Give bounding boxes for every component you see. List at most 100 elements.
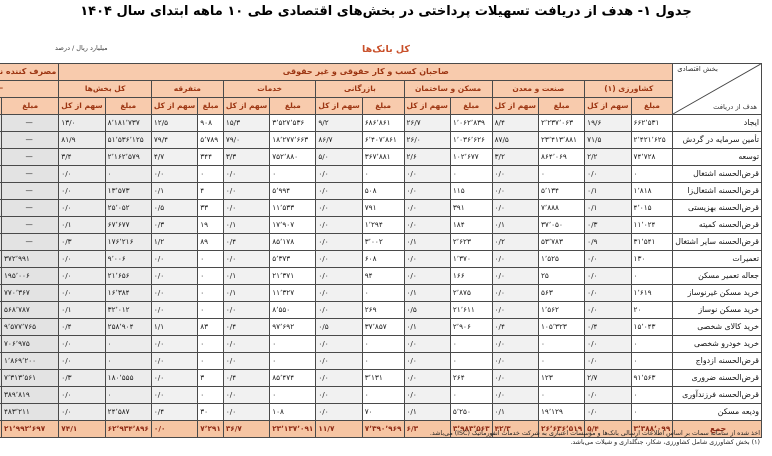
cell-share: ۳۶/۷ (222, 420, 271, 438)
table-row: تعمیرات ۱۳۰ ۰/۰ ۱٬۵۲۵ ۰/۰ ۱٬۳۷۰ ۰/۰ ۶۰۸ ۰/۰ ۵٬۳۷۳… (0, 250, 762, 268)
cell-share: ۰/۰ (403, 267, 451, 285)
cell-amount: ۹٬۵۷۷٬۷۶۵ (0, 318, 60, 336)
cell-share: ۰/۵ (150, 199, 199, 217)
cell-amount: ۶۸۶٬۸۶۱ (361, 114, 405, 132)
header-amount: مبلغ (537, 97, 586, 115)
cell-share: ۰/۰ (222, 352, 271, 370)
cell-share: ۱۵/۳ (222, 114, 271, 132)
page-title: جدول ۱- هدف از دریافت تسهیلات پرداختی در… (80, 4, 692, 19)
cell-amount: ۷۷۰٬۳۶۷ (0, 284, 60, 302)
cell-share: ۰/۰ (150, 335, 199, 353)
cell-share: ۱/۲ (150, 233, 199, 251)
header-share: سهم از کل (315, 97, 363, 115)
cell-share: ۰/۰ (58, 199, 106, 217)
row-label: تأمین سرمایه در گردش (672, 131, 762, 149)
cell-share: ۰/۰ (584, 250, 632, 268)
cell-amount: ۲۱٬۶۱۱ (449, 301, 493, 319)
cell-share: ۷۹/۴ (150, 131, 199, 149)
cell-amount: ۳٬۱۳۱ (361, 369, 405, 387)
cell-share: ۰/۰ (584, 165, 632, 183)
cell-share: ۹/۲ (315, 114, 363, 132)
header-sector-industry: صنعت و معدن (491, 80, 586, 98)
cell-share: ۰/۰ (584, 403, 632, 421)
cell-amount: ۱۸٬۲۷۷٬۶۶۳ (269, 131, 317, 149)
row-label: خرید مسکن نوساز (672, 301, 762, 319)
cell-share: ۲۵/۹ (0, 420, 2, 438)
row-label: توسعه (672, 148, 762, 166)
cell-amount: — (0, 233, 60, 251)
cell-amount: ۱۲۳ (537, 369, 586, 387)
cell-amount: ۱۷۶٬۲۱۶ (104, 233, 152, 251)
cell-share: ۰/۴ (58, 318, 106, 336)
header-sector-misc: متفرقه (150, 80, 224, 98)
cell-amount: — (0, 216, 60, 234)
cell-share: ۳/۵ (0, 284, 2, 302)
header-amount: مبلغ (104, 97, 152, 115)
table-row: خرید مسکن غیرنوساز ۱٬۶۱۹ ۰/۰ ۵۶۳ ۰/۰ ۲٬۸۷۵ ۰/۱… (0, 284, 762, 302)
header-business-group: صاحبان کسب و کار حقوقی و غیر حقوقی (58, 63, 674, 81)
cell-share: ۰/۰ (403, 352, 451, 370)
cell-share: ۰/۰ (315, 182, 363, 200)
cell-amount: ۰ (104, 165, 152, 183)
table-row: قرض‌الحسنه بهزیستی ۴٬۰۱۵ ۰/۱ ۷٬۸۸۸ ۰/۰ ۳۹۱ ۰/۰… (0, 199, 762, 217)
cell-share: ۰/۰ (222, 335, 271, 353)
cell-share: ۰/۱ (403, 318, 451, 336)
cell-amount: ۵٬۹۹۴ (269, 182, 317, 200)
cell-share: ۰/۰ (315, 165, 363, 183)
cell-share: ۰/۵ (315, 318, 363, 336)
table-row: قرض‌الحسنه ازدواج ۰ ۰/۰ ۰ ۰/۰ ۰ ۰/۰ ۰ ۰/۰ ۰ ۰/۰ ۰ ۰/… (0, 352, 762, 370)
cell-amount: ۸۵٬۴۷۴ (269, 369, 317, 387)
cell-amount: ۷۴٬۷۲۸ (630, 148, 674, 166)
cell-share: ۰/۱ (222, 216, 271, 234)
cell-amount: ۳۷۲٬۹۹۱ (0, 250, 60, 268)
cell-amount: ۰ (197, 301, 224, 319)
cell-amount: ۱۷٬۹۰۷ (269, 216, 317, 234)
cell-share: ۰/۰ (222, 165, 271, 183)
cell-share: ۰/۰ (150, 165, 199, 183)
cell-amount: ۳۷٬۸۵۷ (361, 318, 405, 336)
footnote-agriculture: (۱) بخش کشاورزی شامل کشاورزی، شکار، جنگل… (570, 439, 760, 447)
header-share: سهم از کل (150, 97, 199, 115)
cell-amount: ۰ (361, 284, 405, 302)
header-sector-housing: مسکن و ساختمان (403, 80, 493, 98)
cell-amount: ۱۰۵٬۳۲۳ (537, 318, 586, 336)
cell-share: ۰/۱ (222, 284, 271, 302)
cell-amount: ۷۰۶٬۹۷۵ (0, 335, 60, 353)
cell-amount: ۵۶۸٬۷۸۷ (0, 301, 60, 319)
corner-label-purpose: هدف از دریافت (713, 102, 757, 111)
cell-share: ۰/۴ (584, 318, 632, 336)
cell-amount: ۹۱٬۵۶۳ (630, 369, 674, 387)
cell-amount: ۰ (537, 165, 586, 183)
corner-label-sector: بخش اقتصادی (677, 65, 718, 73)
header-amount: مبلغ (197, 97, 224, 115)
cell-amount: ۶۶۲٬۵۳۱ (630, 114, 674, 132)
cell-amount: — (0, 165, 60, 183)
table-row: خرید مسکن نوساز ۲۰ ۰/۰ ۱٬۵۶۲ ۰/۰ ۲۱٬۶۱۱ ۰/۵ ۲۶۹… (0, 301, 762, 319)
cell-amount: ۱٬۵۶۲ (537, 301, 586, 319)
cell-amount: ۶۰۸ (361, 250, 405, 268)
cell-amount: ۵٬۷۸۹ (197, 131, 224, 149)
cell-share: ۰/۰ (584, 335, 632, 353)
cell-share: ۰/۰ (491, 369, 539, 387)
cell-share: ۲/۲ (584, 148, 632, 166)
cell-share: ۰/۰ (150, 352, 199, 370)
cell-amount: ۹٬۰۰۶ (104, 250, 152, 268)
table-row: ایجاد ۶۶۲٬۵۳۱ ۱۹/۶ ۲٬۲۳۷٬۰۶۳ ۸/۴ ۱٬۰۶۲٬۸۳۹ ۲۶/… (0, 114, 762, 132)
cell-amount: ۷٬۳۱۳٬۵۶۱ (0, 369, 60, 387)
cell-amount: ۰ (197, 386, 224, 404)
cell-amount: ۱۶٬۳۸۴ (104, 284, 152, 302)
cell-amount: ۲۵۸٬۹۰۴ (104, 318, 152, 336)
cell-share: ۰/۰ (222, 403, 271, 421)
cell-amount: ۶٬۴۰۷٬۸۶۱ (361, 131, 405, 149)
cell-share: — (0, 131, 2, 149)
cell-share: ۰/۰ (403, 369, 451, 387)
cell-share: ۰/۴ (222, 233, 271, 251)
cell-amount: ۰ (197, 267, 224, 285)
header-share: سهم از کل (58, 97, 106, 115)
table-row: توسعه ۷۴٬۷۲۸ ۲/۲ ۸۶۴٬۰۶۹ ۳/۲ ۱۰۲٬۶۷۷ ۲/۶ ۳۶۷٬۸۸… (0, 148, 762, 166)
cell-amount: ۰ (361, 165, 405, 183)
cell-amount: ۱۹٬۱۲۹ (537, 403, 586, 421)
cell-amount: ۰ (630, 335, 674, 353)
cell-amount: ۵۳٬۷۸۳ (537, 233, 586, 251)
cell-share: ۰/۰ (403, 182, 451, 200)
